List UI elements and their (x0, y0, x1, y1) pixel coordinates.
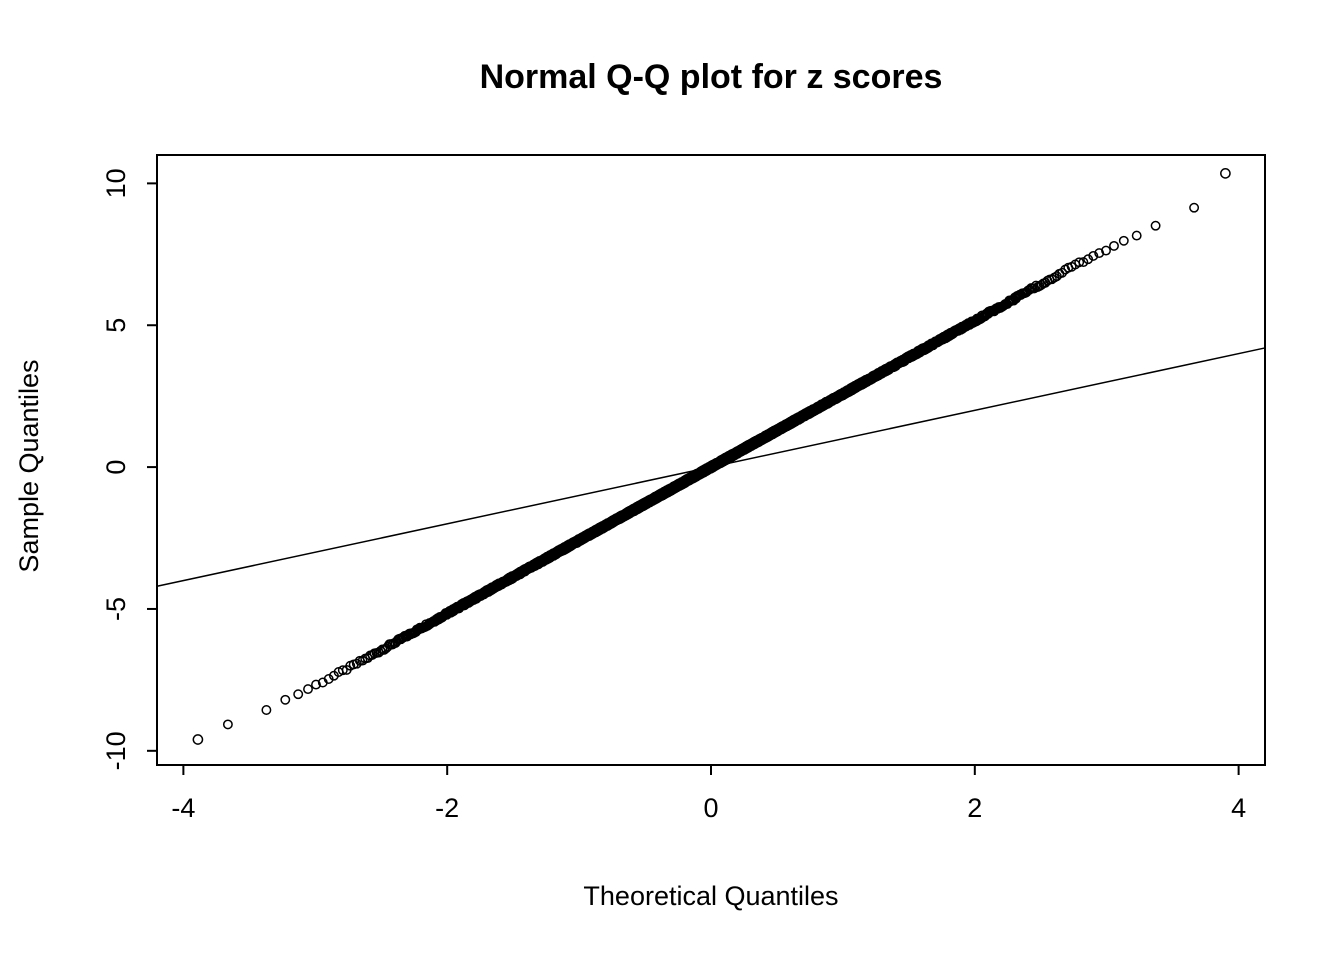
data-point (1074, 257, 1085, 268)
x-axis: -4 -2 0 2 4 (171, 765, 1246, 823)
data-point (351, 658, 362, 669)
y-axis-tick-label: -10 (101, 731, 131, 770)
data-point (337, 665, 348, 676)
data-point (303, 684, 313, 695)
data-point (280, 694, 291, 705)
plot-box (156, 154, 1266, 766)
x-axis-label: Theoretical Quantiles (583, 881, 838, 911)
data-point (1131, 230, 1142, 241)
chart-title: Normal Q-Q plot for z scores (480, 58, 943, 96)
x-axis-tick-label: 4 (1231, 793, 1246, 823)
data-point (1109, 240, 1119, 251)
x-axis-tick-label: -4 (171, 793, 195, 823)
data-point (357, 655, 368, 666)
data-point (261, 705, 272, 715)
data-point (1088, 250, 1099, 261)
plot-render-root: -4 -2 0 2 4 -10 -5 0 5 10 (101, 154, 1266, 823)
y-axis-tick-label: 10 (101, 168, 131, 198)
y-axis-tick-label: 0 (101, 460, 131, 475)
data-point (1101, 245, 1111, 256)
y-axis-tick-label: 5 (101, 318, 131, 333)
data-point (293, 689, 304, 700)
data-point (222, 719, 233, 730)
y-axis-label: Sample Quantiles (14, 359, 44, 572)
data-point (1083, 254, 1094, 265)
y-axis-tick-label: -5 (101, 597, 131, 621)
x-axis-tick-label: 0 (703, 793, 718, 823)
x-axis-tick-label: 2 (967, 793, 982, 823)
x-axis-tick-label: -2 (435, 793, 459, 823)
data-point (1094, 248, 1105, 259)
y-axis: -10 -5 0 5 10 (101, 168, 157, 770)
data-point (323, 674, 334, 684)
data-point (1057, 267, 1068, 278)
qq-points (192, 168, 1231, 745)
data-point (1150, 220, 1161, 231)
data-point (1189, 202, 1200, 213)
data-point (1118, 235, 1129, 246)
outlier-point (192, 734, 204, 745)
outlier-point (1220, 168, 1231, 179)
reference-line (156, 347, 1266, 587)
data-point (1046, 274, 1057, 285)
data-point (311, 679, 321, 690)
